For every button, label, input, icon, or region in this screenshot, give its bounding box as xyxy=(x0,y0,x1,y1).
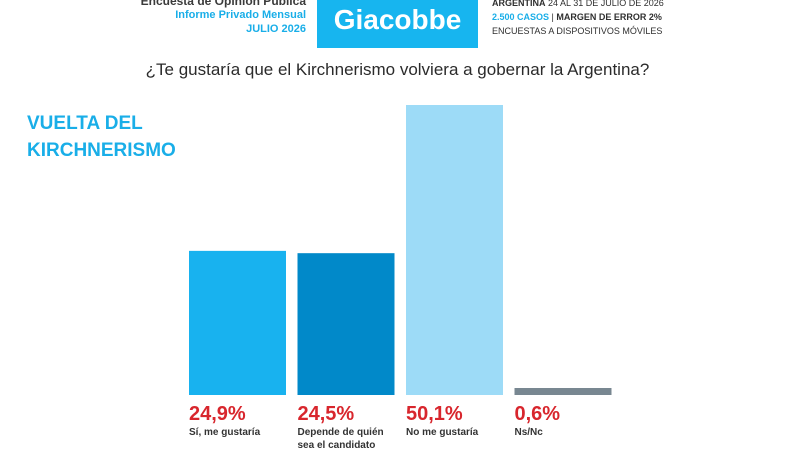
value-label-1: 24,5% xyxy=(298,403,355,425)
bar-3 xyxy=(514,388,612,395)
survey-dates: 24 AL 31 DE JULIO DE 2026 xyxy=(548,0,664,8)
report-type: Informe Privado Mensual xyxy=(175,9,306,21)
bar-2 xyxy=(406,105,503,395)
survey-sample: 2.500 CASOS | MARGEN DE ERROR 2% xyxy=(492,10,664,24)
value-label-2: 50,1% xyxy=(406,403,463,425)
separator: | xyxy=(551,12,554,22)
bar-0 xyxy=(189,250,286,395)
bar-1 xyxy=(297,253,395,395)
survey-type: Encuesta de Opinión Pública xyxy=(140,0,306,8)
header-methodology: ARGENTINA 24 AL 31 DE JULIO DE 2026 2.50… xyxy=(492,0,664,38)
survey-margin: MARGEN DE ERROR 2% xyxy=(556,12,662,22)
header-survey-info: Encuesta de Opinión Pública Informe Priv… xyxy=(141,0,306,36)
survey-method: ENCUESTAS A DISPOSITIVOS MÓVILES xyxy=(492,26,663,36)
survey-cases: 2.500 CASOS xyxy=(492,12,550,22)
giacobbe-logo: Giacobbe xyxy=(317,0,478,48)
category-label-3: Ns/Nc xyxy=(515,427,544,438)
category-label-0: Sí, me gustaría xyxy=(189,427,261,438)
survey-country-dates: ARGENTINA 24 AL 31 DE JULIO DE 2026 xyxy=(492,0,664,10)
survey-country: ARGENTINA xyxy=(492,0,546,8)
category-label-2: No me gustaría xyxy=(406,427,479,438)
report-month: JULIO 2026 xyxy=(246,23,306,35)
chart-question: ¿Te gustaría que el Kirchnerismo volvier… xyxy=(145,60,650,79)
value-label-0: 24,9% xyxy=(189,403,246,425)
section-title: VUELTA DEL KIRCHNERISMO xyxy=(27,113,176,161)
category-label-1: Depende de quién xyxy=(298,427,384,438)
value-label-3: 0,6% xyxy=(515,403,561,425)
category-label-1-line-1: sea el candidato xyxy=(298,440,376,451)
